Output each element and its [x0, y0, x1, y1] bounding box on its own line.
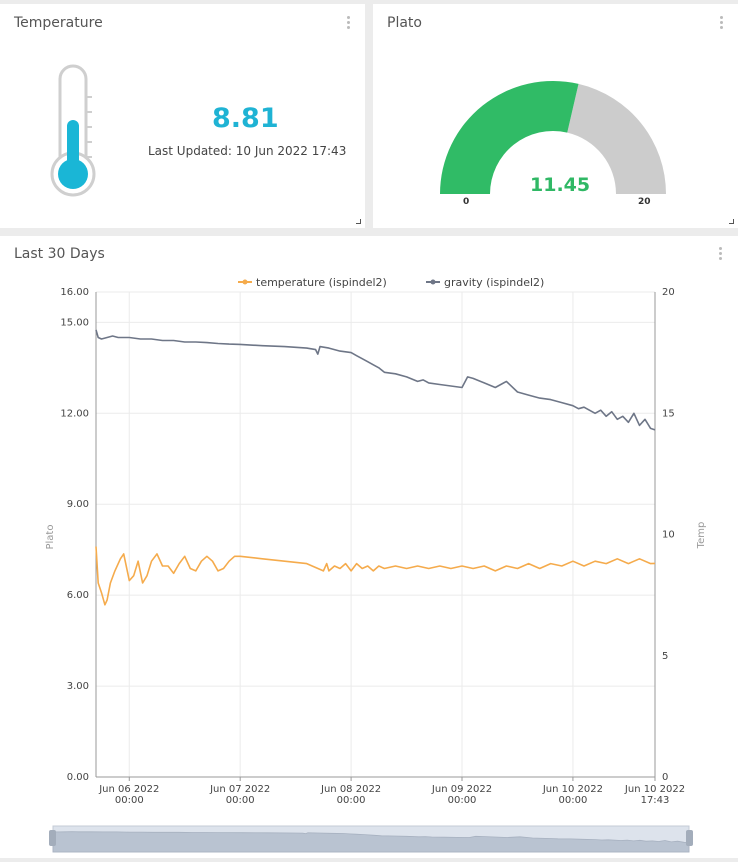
plato-gauge [440, 80, 666, 194]
gauge-max-label: 20 [638, 197, 651, 207]
zoom-handle-left[interactable] [49, 830, 56, 846]
plato-card-title: Plato [387, 15, 422, 31]
x-tick-label: Jun 09 2022 [431, 784, 492, 795]
temperature-value: 8.81 [212, 103, 279, 134]
legend-label-1: gravity (ispindel2) [444, 276, 544, 289]
legend-marker-0 [242, 279, 248, 285]
y-left-axis-title: Plato [45, 525, 56, 550]
gauge-track [567, 83, 666, 194]
thermometer-icon [50, 64, 96, 197]
plato-value: 11.45 [530, 174, 591, 196]
zoom-slider-preview [52, 830, 690, 853]
card-menu-icon[interactable] [347, 16, 351, 31]
temperature-card-title: Temperature [14, 15, 103, 31]
y-right-tick-label: 5 [662, 651, 668, 662]
x-tick-label: 00:00 [115, 795, 144, 806]
legend-marker-1 [430, 279, 436, 285]
gauge-fill [440, 80, 579, 194]
x-tick-label: 00:00 [226, 795, 255, 806]
card-menu-icon[interactable] [719, 247, 723, 262]
x-tick-label: Jun 06 2022 [98, 784, 159, 795]
series-line-1 [95, 329, 656, 431]
card-menu-icon[interactable] [720, 16, 724, 31]
history-card-title: Last 30 Days [14, 246, 105, 262]
y-left-tick-label: 12.00 [60, 408, 89, 419]
last-updated-text: Last Updated: 10 Jun 2022 17:43 [148, 144, 347, 158]
y-right-tick-label: 10 [662, 530, 675, 541]
plato-card: Plato 11.45 0 20 [373, 4, 738, 228]
x-tick-label: Jun 07 2022 [209, 784, 270, 795]
x-tick-label: Jun 08 2022 [320, 784, 381, 795]
resize-handle[interactable] [356, 219, 361, 224]
y-left-tick-label: 9.00 [67, 499, 89, 510]
y-left-tick-label: 3.00 [67, 681, 89, 692]
resize-handle[interactable] [729, 219, 734, 224]
x-tick-label: 17:43 [641, 795, 670, 806]
y-left-tick-label: 0.00 [67, 772, 89, 783]
series-line-0 [95, 546, 656, 606]
x-tick-label: 00:00 [448, 795, 477, 806]
x-tick-label: Jun 10 2022 [624, 784, 685, 795]
x-tick-label: 00:00 [337, 795, 366, 806]
y-right-tick-label: 0 [662, 772, 668, 783]
y-left-tick-label: 6.00 [67, 590, 89, 601]
gauge-min-label: 0 [463, 197, 470, 207]
y-right-axis-title: Temp [696, 522, 707, 550]
y-left-tick-label: 16.00 [60, 287, 89, 298]
x-tick-label: 00:00 [559, 795, 588, 806]
zoom-handle-right[interactable] [686, 830, 693, 846]
y-right-tick-label: 20 [662, 287, 675, 298]
y-left-tick-label: 15.00 [60, 317, 89, 328]
legend-label-0: temperature (ispindel2) [256, 276, 387, 289]
y-right-tick-label: 15 [662, 408, 675, 419]
x-tick-label: Jun 10 2022 [542, 784, 603, 795]
history-card: Last 30 Days [0, 236, 738, 858]
temperature-card: Temperature 8.81 Last Updated: 10 Jun 20… [0, 4, 365, 228]
